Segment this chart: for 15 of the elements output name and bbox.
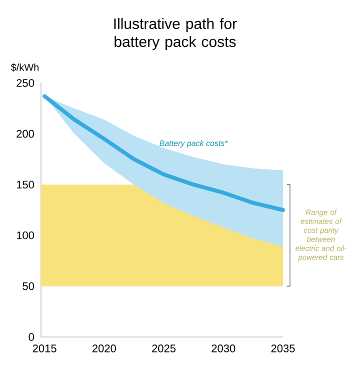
line-series	[42, 94, 285, 212]
y-axis-title: $/kWh	[10, 63, 39, 72]
chart-title: Illustrative path for battery pack costs	[114, 18, 237, 50]
x-tick-label: 2030	[212, 344, 236, 352]
y-tick-label: 250	[16, 79, 34, 87]
x-tick-label: 2015	[32, 344, 56, 352]
y-tick-label: 100	[16, 232, 34, 240]
x-tick-label: 2020	[92, 344, 116, 352]
y-tick-label: 200	[16, 130, 34, 138]
text: Battery pack costs*	[160, 140, 228, 148]
x-tick-label: 2025	[152, 344, 176, 352]
x-tick-label: 2035	[271, 344, 295, 352]
y-tick-label: 50	[22, 282, 34, 290]
y-tick-label: 150	[16, 180, 34, 188]
y-tick-label: 0	[28, 333, 34, 341]
